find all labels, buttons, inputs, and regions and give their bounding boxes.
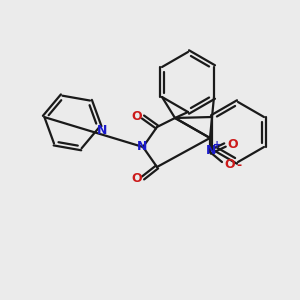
Text: N: N (206, 143, 216, 157)
Text: +: + (213, 140, 221, 150)
Text: -: - (236, 160, 242, 172)
Text: O: O (132, 110, 142, 122)
Text: O: O (225, 158, 235, 170)
Text: O: O (228, 137, 238, 151)
Text: O: O (132, 172, 142, 185)
Text: N: N (137, 140, 147, 154)
Text: N: N (96, 124, 107, 137)
